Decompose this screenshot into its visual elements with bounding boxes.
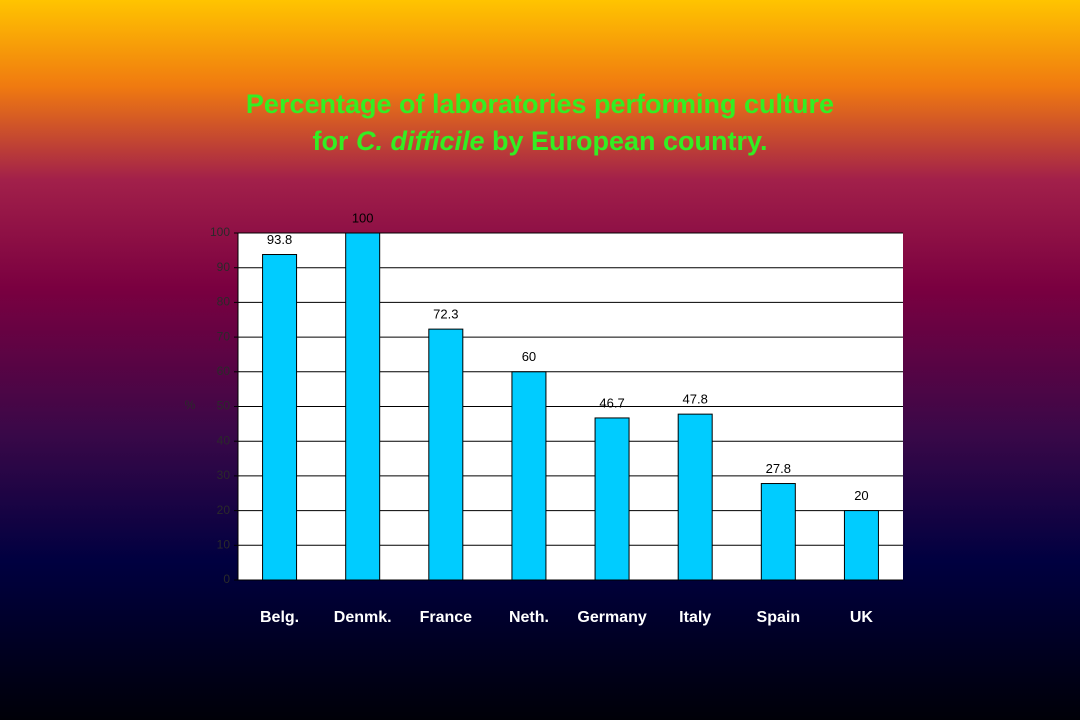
bar [843,510,879,581]
y-tick-label: 30 [217,468,231,482]
y-tick-label: 100 [210,225,230,239]
value-label: 93.8 [267,232,292,247]
bar [760,483,796,581]
y-tick-label: 40 [217,433,231,447]
y-tick-label: 0 [223,572,230,586]
x-tick-label: Neth. [509,609,549,626]
chart-title: Percentage of laboratories performing cu… [246,89,834,119]
value-label: 47.8 [683,392,708,407]
bar [677,413,713,581]
y-tick-label: 60 [217,364,231,378]
value-label: 20 [854,488,868,503]
y-tick-label: 80 [217,295,231,309]
bar [345,232,381,581]
x-tick-label: Italy [679,609,711,626]
x-tick-label: Denmk. [334,609,392,626]
x-tick-label: France [420,609,473,626]
y-tick-label: 90 [217,260,231,274]
value-label: 60 [522,349,536,364]
bar [262,254,298,581]
x-tick-label: Belg. [260,609,299,626]
y-tick-label: 50 [217,399,231,413]
value-label: 27.8 [766,461,791,476]
bar [594,417,630,581]
title-part: for [312,126,356,156]
x-tick-label: Spain [757,609,801,626]
bar [511,371,547,581]
bar [428,328,464,581]
x-tick-label: UK [850,609,874,626]
value-label: 46.7 [599,395,624,410]
y-tick-label: 10 [217,537,231,551]
y-tick-label: 20 [217,503,231,517]
y-tick-label: 70 [217,329,231,343]
title-part: by European country. [484,126,767,156]
title-italic: C. difficile [356,126,485,156]
x-tick-label: Germany [577,609,646,626]
y-axis-label: % [185,398,196,412]
value-label: 100 [352,210,374,225]
chart-title: for C. difficile by European country. [312,126,767,156]
value-label: 72.3 [433,307,458,322]
plot: 0 10 20 30 40 50 60 70 80 90 100 Belg. 93.8 Denmk. 100… [210,210,903,626]
